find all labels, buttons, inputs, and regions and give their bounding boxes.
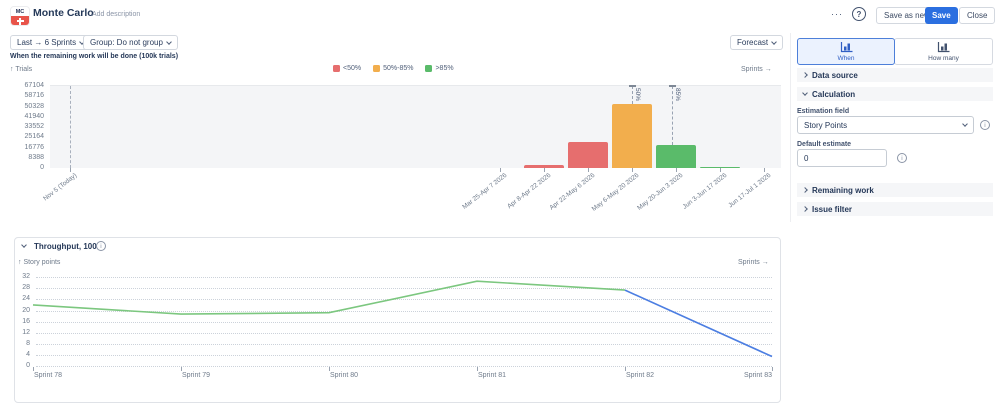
forecast-dropdown-label: Forecast <box>737 38 769 47</box>
section-calculation-label: Calculation <box>812 89 856 99</box>
save-button[interactable]: Save <box>925 7 958 24</box>
estimation-field-value: Story Points <box>804 120 848 130</box>
info-icon[interactable] <box>96 241 106 251</box>
default-estimate-label: Default estimate <box>797 141 852 148</box>
x-axis-tick <box>720 168 721 172</box>
histogram-icon <box>840 41 852 52</box>
chevron-down-icon <box>166 38 172 45</box>
y-axis-tick-label: 0 <box>40 164 44 171</box>
y-axis-tick-label: 33552 <box>24 123 44 130</box>
x-axis-tick-label: May 20-Jun 3 2026 <box>636 172 685 212</box>
y-axis-tick-label: 8388 <box>28 153 44 161</box>
section-calculation[interactable]: Calculation <box>797 87 993 101</box>
x-axis-tick <box>676 168 677 172</box>
add-description-link[interactable]: Add description <box>92 11 141 18</box>
forecast-dropdown[interactable]: Forecast <box>730 35 784 50</box>
y-axis-title: ↑ Story points <box>18 259 61 266</box>
x-axis-tick <box>70 168 71 172</box>
histogram-icon <box>937 41 950 52</box>
help-icon[interactable]: ? <box>852 7 866 21</box>
tab-when-label: When <box>837 54 855 62</box>
legend-label: <50% <box>343 65 362 72</box>
app-logo-glyph <box>11 16 29 25</box>
y-axis-tick-label: 50328 <box>24 102 44 110</box>
close-button[interactable]: Close <box>959 7 996 24</box>
default-estimate-input[interactable] <box>797 149 887 167</box>
section-issue-filter[interactable]: Issue filter <box>797 202 993 216</box>
legend-item: <50% <box>333 65 361 72</box>
x-axis-tick-label: May 6-May 20 2026 <box>590 172 641 213</box>
x-axis-tick-label: Mar 25-Apr 7 2026 <box>461 172 509 211</box>
plus-icon <box>16 17 24 25</box>
chart-title: When the remaining work will be done (10… <box>10 53 179 60</box>
x-axis-tick-label: Apr 22-May 6 2026 <box>548 172 597 212</box>
chevron-right-icon <box>802 187 808 193</box>
info-icon[interactable] <box>980 120 990 130</box>
x-axis-tick-label: Jun 3-Jun 17 2026 <box>681 172 729 211</box>
estimation-field-label: Estimation field <box>797 108 850 115</box>
legend-swatch <box>373 65 381 72</box>
today-label: Nov 5 (Today) <box>42 172 79 203</box>
legend-swatch <box>333 65 340 72</box>
x-axis-tick <box>588 168 589 172</box>
section-issue-filter-label: Issue filter <box>812 204 853 214</box>
legend-item: >85% <box>425 65 454 72</box>
app-logo: MC <box>10 6 30 26</box>
y-axis-tick-label: 25164 <box>24 133 44 141</box>
chevron-down-icon <box>771 38 777 45</box>
chart-legend: <50% 50%-85% >85% <box>333 65 454 72</box>
y-axis-title: ↑ Trials <box>10 66 33 73</box>
x-axis-title: Sprints → <box>738 259 769 266</box>
chevron-right-icon <box>802 72 808 78</box>
x-axis-tick <box>544 168 545 172</box>
x-axis-tick <box>632 168 633 172</box>
chevron-down-icon <box>962 121 968 127</box>
page-title: Monte Carlo <box>33 7 94 19</box>
sprint-range-filter-label: Last → 6 Sprints <box>17 38 77 47</box>
section-data-source-label: Data source <box>812 70 858 80</box>
tab-when[interactable]: When <box>797 38 895 65</box>
sprint-range-filter[interactable]: Last → 6 Sprints <box>10 35 92 50</box>
more-button[interactable]: ··· <box>831 9 843 19</box>
section-remaining-work[interactable]: Remaining work <box>797 183 993 197</box>
histogram-plot-area <box>50 85 781 168</box>
legend-label: >85% <box>435 65 454 72</box>
tab-how-many-label: How many <box>928 54 959 62</box>
x-axis-tick-label: Jun 17-Jul 1 2026 <box>727 172 773 210</box>
legend-swatch <box>425 65 433 72</box>
section-data-source[interactable]: Data source <box>797 68 993 82</box>
y-axis-tick-label: 58716 <box>24 92 44 100</box>
panel-divider <box>790 33 791 222</box>
legend-label: 50%-85% <box>383 65 414 72</box>
throughput-title: Throughput, 100% <box>34 242 104 251</box>
info-icon[interactable] <box>897 153 907 163</box>
group-filter-label: Group: Do not group <box>90 38 163 47</box>
x-axis-tick-label: Apr 8-Apr 22 2026 <box>506 172 553 211</box>
app-logo-text: MC <box>11 7 29 16</box>
legend-item: 50%-85% <box>373 65 413 72</box>
y-axis-tick-label: 67104 <box>24 82 44 89</box>
x-axis-title: Sprints → <box>741 66 772 73</box>
tab-how-many[interactable]: How many <box>894 38 993 65</box>
x-axis-tick <box>500 168 501 172</box>
group-filter[interactable]: Group: Do not group <box>83 35 178 50</box>
x-axis-tick <box>764 168 765 172</box>
estimation-field-select[interactable]: Story Points <box>797 116 974 134</box>
throughput-card <box>14 237 781 403</box>
y-axis-tick-label: 16776 <box>24 143 44 151</box>
y-axis-tick-label: 41940 <box>24 112 44 120</box>
section-remaining-work-label: Remaining work <box>812 185 874 195</box>
chevron-down-icon <box>802 90 808 96</box>
chevron-right-icon <box>802 206 808 212</box>
